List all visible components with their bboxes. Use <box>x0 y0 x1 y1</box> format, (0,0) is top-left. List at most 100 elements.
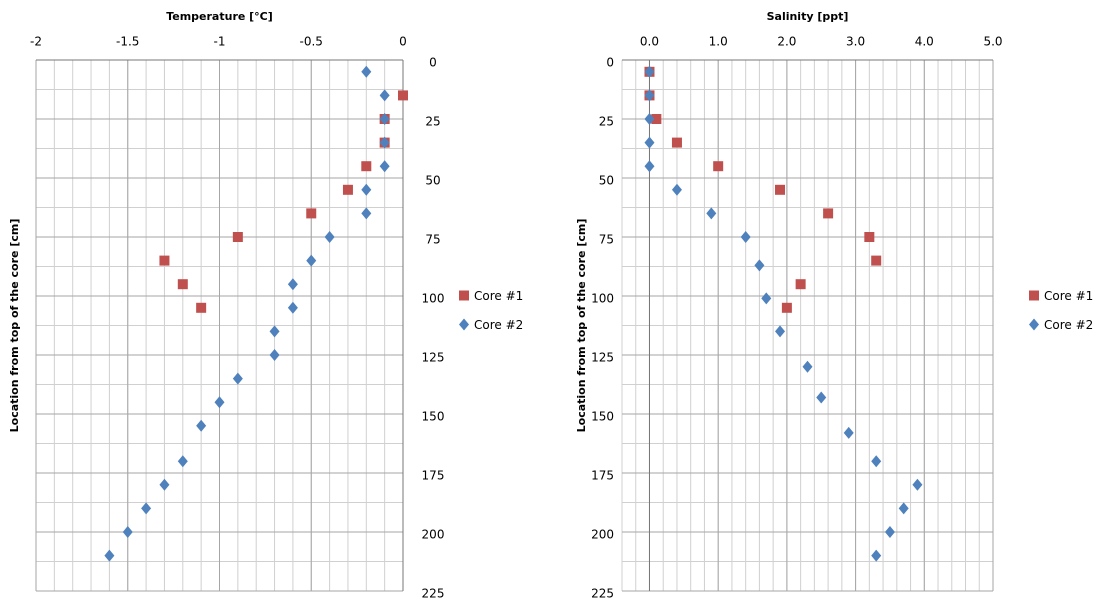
marker <box>864 232 875 242</box>
marker <box>177 279 188 290</box>
marker <box>761 292 772 305</box>
y-tick-label: 125 <box>591 351 614 365</box>
y-tick-label: 150 <box>591 410 614 424</box>
chart-title: Salinity [ppt] <box>767 10 849 23</box>
marker <box>269 349 280 361</box>
y-tick-label: 200 <box>591 528 614 542</box>
y-tick-label: 75 <box>425 233 440 247</box>
x-tick-label: 1.0 <box>709 35 728 49</box>
marker <box>740 231 751 243</box>
marker <box>671 183 682 196</box>
chart-title: Temperature [°C] <box>166 10 273 23</box>
marker <box>104 549 115 562</box>
marker <box>342 184 353 195</box>
marker <box>159 255 170 266</box>
marker <box>159 478 170 491</box>
x-tick-label: 0.0 <box>640 35 659 49</box>
x-tick-label: -1.5 <box>116 35 139 49</box>
marker <box>816 391 827 404</box>
y-tick-label: 75 <box>599 233 614 247</box>
marker <box>141 502 152 515</box>
x-tick-label: 0 <box>399 35 407 49</box>
marker <box>754 259 765 272</box>
y-tick-label: 175 <box>591 469 614 483</box>
marker <box>379 113 390 125</box>
y-axis-label: Location from top of the core [cm] <box>575 219 588 433</box>
marker <box>324 231 335 243</box>
marker <box>379 136 390 149</box>
marker <box>651 114 662 124</box>
x-tick-label: 3.0 <box>846 35 865 49</box>
y-tick-label: 50 <box>599 174 614 188</box>
marker <box>871 549 882 562</box>
marker <box>306 254 317 267</box>
marker <box>644 113 655 125</box>
legend-marker <box>1029 290 1039 301</box>
marker <box>196 302 207 313</box>
marker <box>823 208 834 219</box>
marker <box>196 419 207 432</box>
x-tick-label: -2 <box>30 35 42 49</box>
marker <box>898 502 909 515</box>
y-tick-label: 200 <box>422 528 445 542</box>
y-tick-label: 125 <box>422 351 445 365</box>
y-axis-label: Location from top of the core [cm] <box>8 219 21 433</box>
legend-label: Core #2 <box>1044 318 1093 332</box>
marker <box>781 302 792 313</box>
y-tick-label: 25 <box>425 115 440 129</box>
legend-label: Core #2 <box>474 318 523 332</box>
legend-label: Core #1 <box>1044 289 1093 303</box>
marker <box>644 160 655 173</box>
marker <box>775 325 786 338</box>
marker <box>232 232 243 242</box>
legend-marker <box>1029 318 1039 331</box>
marker <box>379 160 390 173</box>
marker <box>287 301 298 314</box>
x-tick-label: 5.0 <box>983 35 1002 49</box>
marker <box>398 90 408 101</box>
x-tick-label: 2.0 <box>777 35 796 49</box>
marker <box>361 65 372 78</box>
marker <box>775 184 786 195</box>
x-tick-label: 4.0 <box>915 35 934 49</box>
y-tick-label: 225 <box>591 587 614 601</box>
marker <box>713 161 724 172</box>
y-tick-label: 25 <box>599 115 614 129</box>
x-tick-label: -1 <box>214 35 226 49</box>
x-tick-label: -0.5 <box>300 35 323 49</box>
legend-marker <box>459 318 469 331</box>
marker <box>871 255 882 266</box>
y-tick-label: 0 <box>429 56 437 70</box>
marker <box>644 136 655 149</box>
marker <box>706 207 717 220</box>
marker <box>871 455 882 468</box>
y-tick-label: 175 <box>422 469 445 483</box>
marker <box>214 396 225 409</box>
y-tick-label: 50 <box>425 174 440 188</box>
marker <box>884 526 895 538</box>
marker <box>122 526 133 538</box>
marker <box>795 279 806 290</box>
marker <box>671 137 682 148</box>
marker <box>269 325 280 338</box>
marker <box>361 207 372 220</box>
marker <box>306 208 317 219</box>
marker <box>843 426 854 439</box>
marker <box>802 360 813 373</box>
marker <box>177 455 188 468</box>
y-tick-label: 100 <box>422 292 445 306</box>
marker <box>379 89 390 102</box>
marker <box>912 478 923 491</box>
y-tick-label: 150 <box>422 410 445 424</box>
marker <box>232 372 243 385</box>
y-tick-label: 225 <box>422 587 445 601</box>
marker <box>644 89 655 102</box>
marker <box>287 278 298 291</box>
y-tick-label: 100 <box>591 292 614 306</box>
y-tick-label: 0 <box>606 56 614 70</box>
legend-label: Core #1 <box>474 289 523 303</box>
marker <box>361 183 372 196</box>
marker <box>361 161 372 172</box>
marker <box>644 65 655 78</box>
